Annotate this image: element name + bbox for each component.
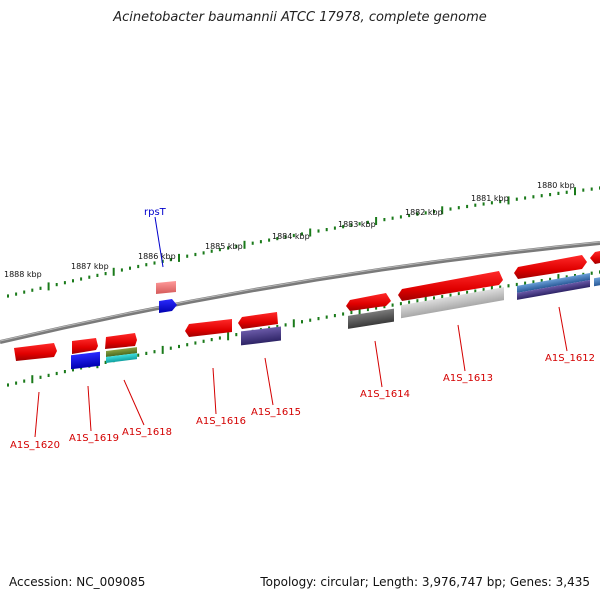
- cds-arrow[interactable]: [14, 343, 57, 361]
- annotation-block: [401, 287, 504, 319]
- cds-arrow[interactable]: [238, 312, 278, 329]
- rpsT-feature[interactable]: [156, 281, 176, 294]
- cds-arrow[interactable]: [346, 293, 391, 311]
- genome-summary-text: Topology: circular; Length: 3,976,747 bp…: [260, 575, 590, 589]
- cds-arrow[interactable]: [72, 338, 98, 354]
- annotation-block: [348, 308, 394, 329]
- cds-arrow[interactable]: [514, 255, 587, 279]
- cds-arrow[interactable]: [398, 271, 503, 301]
- tick-label: 1885 kbp: [205, 242, 243, 251]
- cds-arrow[interactable]: [105, 333, 137, 349]
- gene-label[interactable]: A1S_1619: [69, 433, 119, 444]
- cds-forward-row: [14, 251, 600, 361]
- rpsT-arrow[interactable]: [159, 299, 177, 313]
- tick-label: 1884 kbp: [272, 232, 310, 241]
- tick-label: 1887 kbp: [71, 262, 109, 271]
- rpsT-label[interactable]: rpsT: [144, 207, 167, 218]
- annotation-block: [517, 279, 590, 300]
- tick-label: 1883 kbp: [338, 220, 376, 229]
- gene-label[interactable]: A1S_1620: [10, 440, 60, 451]
- annotation-block: [241, 326, 281, 346]
- tick-label: 1880 kbp: [537, 181, 575, 190]
- annotation-block: [71, 351, 100, 370]
- gene-label[interactable]: A1S_1618: [122, 427, 172, 438]
- annotation-block: [594, 277, 600, 287]
- tick-label: 1886 kbp: [138, 252, 176, 261]
- gene-label[interactable]: A1S_1613: [443, 373, 493, 384]
- tick-label: 1881 kbp: [471, 194, 509, 203]
- gene-label[interactable]: A1S_1612: [545, 353, 595, 364]
- accession-text: Accession: NC_009085: [9, 575, 146, 589]
- map-title: Acinetobacter baumannii ATCC 17978, comp…: [113, 10, 487, 25]
- cds-arrow[interactable]: [185, 319, 232, 337]
- annotation-block: [106, 347, 137, 357]
- genome-backbone: [0, 241, 600, 344]
- tick-label: 1882 kbp: [405, 208, 443, 217]
- gene-label[interactable]: A1S_1616: [196, 416, 246, 427]
- outer-scale-ruler: [7, 186, 600, 298]
- annotation-block: [517, 272, 590, 293]
- annotation-block: [106, 353, 137, 363]
- cds-arrow[interactable]: [590, 251, 600, 264]
- cds-annotation-row: [71, 272, 600, 370]
- inner-scale-ruler: [7, 270, 600, 387]
- gene-label[interactable]: A1S_1615: [251, 407, 301, 418]
- tick-label: 1888 kbp: [4, 270, 42, 279]
- gene-label[interactable]: A1S_1614: [360, 389, 410, 400]
